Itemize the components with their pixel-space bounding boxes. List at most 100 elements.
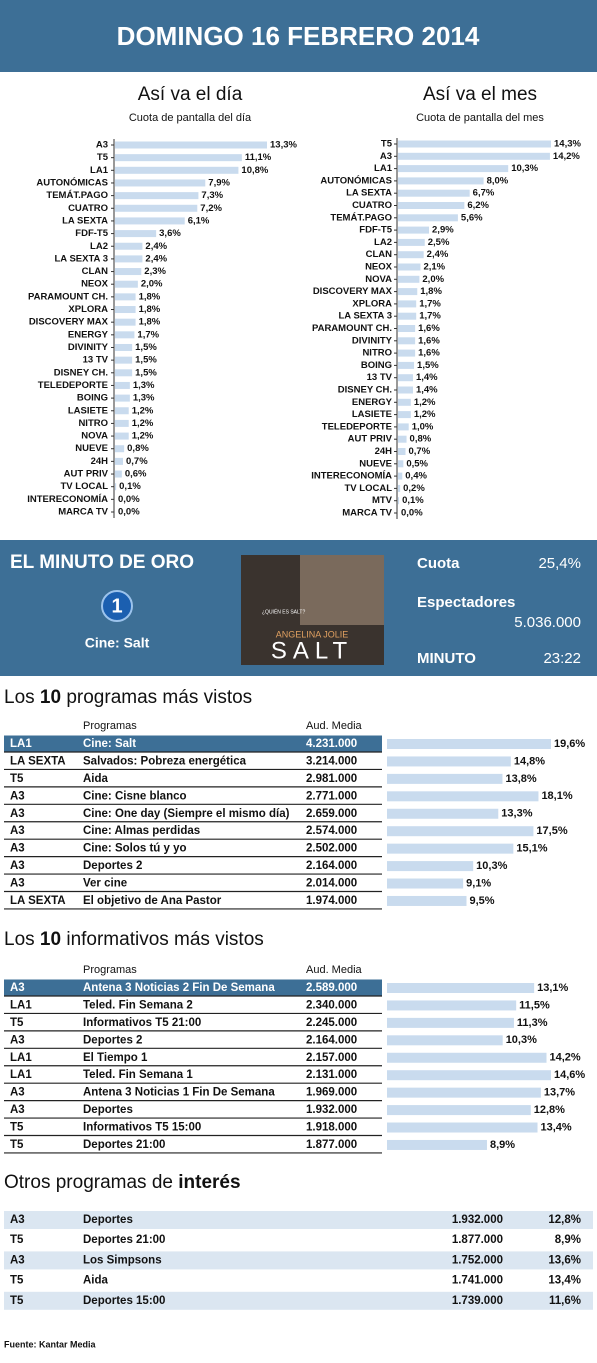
table-cell: T5 bbox=[10, 773, 24, 785]
category-label: CLAN bbox=[366, 249, 393, 260]
value-label: 1,6% bbox=[418, 348, 440, 359]
bar bbox=[387, 1105, 531, 1116]
category-label: XPLORA bbox=[68, 304, 108, 315]
title-part: 10 bbox=[40, 687, 61, 708]
category-label: A3 bbox=[96, 140, 108, 151]
bar bbox=[115, 230, 157, 238]
bar bbox=[115, 242, 143, 250]
value-label: 13,8% bbox=[505, 773, 536, 785]
value-label: 2,3% bbox=[144, 266, 166, 277]
value-label: 18,1% bbox=[541, 790, 572, 802]
chart-title: Así va el mes bbox=[423, 84, 537, 105]
value-label: 13,4% bbox=[541, 1121, 572, 1133]
bar bbox=[398, 386, 413, 394]
value-label: 1,2% bbox=[414, 409, 436, 420]
table-cell: A3 bbox=[10, 790, 25, 802]
value-label: 14,2% bbox=[553, 151, 580, 162]
bar bbox=[398, 374, 413, 382]
bar bbox=[115, 141, 267, 149]
bar bbox=[115, 268, 142, 276]
bar bbox=[398, 238, 425, 246]
poster-tagline: ¿QUIÉN ES SALT? bbox=[262, 608, 305, 615]
category-label: NUEVE bbox=[359, 458, 392, 469]
value-label: 0,5% bbox=[406, 458, 428, 469]
espectadores-label: Espectadores bbox=[417, 594, 515, 611]
column-header: Aud. Media bbox=[306, 720, 363, 732]
table-cell: 2.164.000 bbox=[306, 860, 357, 872]
value-label: 8,9% bbox=[490, 1139, 515, 1151]
table-cell: 13,4% bbox=[548, 1275, 581, 1287]
category-label: NITRO bbox=[362, 348, 392, 359]
table-cell: Cine: Cisne blanco bbox=[83, 790, 187, 802]
category-label: LA SEXTA bbox=[62, 215, 108, 226]
category-label: PARAMOUNT CH. bbox=[28, 291, 108, 302]
table-cell: A3 bbox=[10, 808, 25, 820]
bar bbox=[398, 423, 409, 431]
category-label: NOVA bbox=[81, 431, 108, 442]
minuto-title: EL MINUTO DE ORO bbox=[10, 552, 194, 573]
category-label: BOING bbox=[77, 393, 108, 404]
value-label: 12,8% bbox=[534, 1104, 565, 1116]
value-label: 10,8% bbox=[241, 165, 268, 176]
value-label: 17,5% bbox=[536, 825, 567, 837]
bar bbox=[398, 165, 509, 173]
cuota-label: Cuota bbox=[417, 555, 460, 572]
table-cell: A3 bbox=[10, 878, 25, 890]
category-label: DISNEY CH. bbox=[338, 385, 392, 396]
category-label: AUTONÓMICAS bbox=[36, 176, 108, 188]
value-label: 13,3% bbox=[501, 808, 532, 820]
row-highlight bbox=[4, 979, 382, 996]
value-label: 1,7% bbox=[419, 311, 441, 322]
category-label: T5 bbox=[97, 152, 109, 163]
value-label: 7,9% bbox=[208, 177, 230, 188]
value-label: 10,3% bbox=[511, 163, 538, 174]
bar bbox=[387, 983, 535, 993]
category-label: TV LOCAL bbox=[61, 481, 109, 492]
bar bbox=[398, 398, 411, 406]
category-label: LA SEXTA 3 bbox=[339, 311, 393, 322]
bar bbox=[398, 448, 406, 455]
category-label: XPLORA bbox=[352, 298, 392, 309]
bar bbox=[115, 356, 133, 364]
value-label: 1,0% bbox=[412, 421, 434, 432]
table-cell: 2.245.000 bbox=[306, 1017, 357, 1029]
bar bbox=[387, 1139, 487, 1150]
value-label: 6,2% bbox=[467, 200, 489, 211]
bar bbox=[115, 470, 122, 478]
category-label: AUTONÓMICAS bbox=[320, 174, 392, 186]
value-label: 10,3% bbox=[476, 860, 507, 872]
category-label: DIVINITY bbox=[352, 335, 393, 346]
title-part: Los bbox=[4, 929, 40, 950]
table-cell: A3 bbox=[10, 825, 25, 837]
title-part: Los bbox=[4, 687, 40, 708]
bar bbox=[398, 288, 418, 296]
value-label: 1,3% bbox=[133, 393, 155, 404]
table-cell: 2.771.000 bbox=[306, 790, 357, 802]
category-label: ENERGY bbox=[352, 397, 393, 408]
value-label: 2,0% bbox=[141, 279, 163, 290]
category-label: 13 TV bbox=[367, 372, 393, 383]
value-label: 13,7% bbox=[544, 1087, 575, 1099]
table-cell: 2.574.000 bbox=[306, 825, 357, 837]
bar bbox=[387, 791, 539, 802]
table-cell: Deportes 2 bbox=[83, 860, 142, 872]
bar bbox=[387, 756, 511, 767]
value-label: 8,0% bbox=[487, 175, 509, 186]
value-label: 6,1% bbox=[188, 215, 210, 226]
value-label: 1,3% bbox=[133, 380, 155, 391]
category-label: DISCOVERY MAX bbox=[29, 317, 109, 328]
bar bbox=[398, 411, 411, 419]
bar bbox=[115, 432, 129, 440]
value-label: 1,4% bbox=[416, 372, 438, 383]
bar bbox=[115, 381, 130, 389]
value-label: 1,6% bbox=[418, 323, 440, 334]
category-label: 24H bbox=[375, 446, 393, 457]
row-shade bbox=[4, 1211, 593, 1229]
category-label: LA SEXTA 3 bbox=[55, 253, 109, 264]
table-cell: Informativos T5 15:00 bbox=[83, 1122, 201, 1134]
value-label: 0,4% bbox=[405, 471, 427, 482]
value-label: 14,6% bbox=[554, 1069, 585, 1081]
value-label: 14,8% bbox=[514, 755, 545, 767]
chart-subtitle: Cuota de pantalla del mes bbox=[416, 112, 544, 124]
